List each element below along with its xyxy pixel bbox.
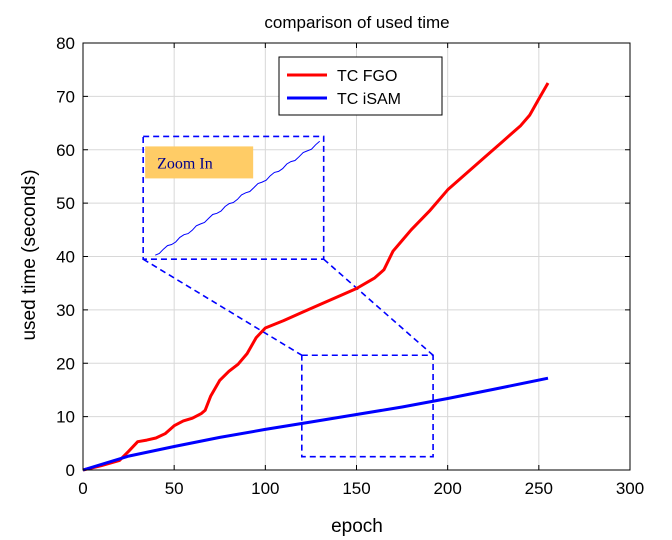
y-tick-label: 60 <box>56 141 75 160</box>
series-line-tc-isam <box>82 376 549 472</box>
y-tick-label: 30 <box>56 301 75 320</box>
legend-label: TC FGO <box>337 68 397 85</box>
zoom-region-box <box>300 354 434 458</box>
ticks: 0 50 100 150 200 250 300 0 10 20 30 40 50 60 70 80 <box>56 34 644 498</box>
x-axis-title: epoch <box>331 516 383 537</box>
x-tick-label: 0 <box>78 479 87 498</box>
y-tick-label: 10 <box>56 408 75 427</box>
x-tick-label: 200 <box>433 479 461 498</box>
series-line-tc-fgo <box>82 82 550 472</box>
x-tick-label: 50 <box>165 479 184 498</box>
chart-title: comparison of used time <box>264 13 449 32</box>
y-tick-label: 50 <box>56 194 75 213</box>
legend-label: TC iSAM <box>337 91 401 108</box>
y-tick-label: 40 <box>56 248 75 267</box>
inset-zoomed-line <box>155 140 321 256</box>
y-tick-label: 70 <box>56 87 75 106</box>
y-axis-title: used time (seconds) <box>19 169 40 340</box>
zoom-connector-line <box>323 258 434 356</box>
x-tick-label: 300 <box>616 479 644 498</box>
y-tick-label: 0 <box>66 461 75 480</box>
x-tick-label: 250 <box>525 479 553 498</box>
x-tick-label: 150 <box>342 479 370 498</box>
zoom-label: Zoom In <box>157 155 213 172</box>
zoom-connector-line <box>142 258 303 356</box>
zoom-annotation: Zoom In <box>142 135 434 458</box>
y-tick-label: 80 <box>56 34 75 53</box>
series-group <box>82 82 550 472</box>
x-tick-label: 100 <box>251 479 279 498</box>
zoom-label-background <box>145 146 254 179</box>
inset-box <box>142 135 325 260</box>
legend: TC FGO TC iSAM <box>278 56 443 116</box>
legend-box <box>278 56 443 116</box>
y-tick-label: 20 <box>56 354 75 373</box>
